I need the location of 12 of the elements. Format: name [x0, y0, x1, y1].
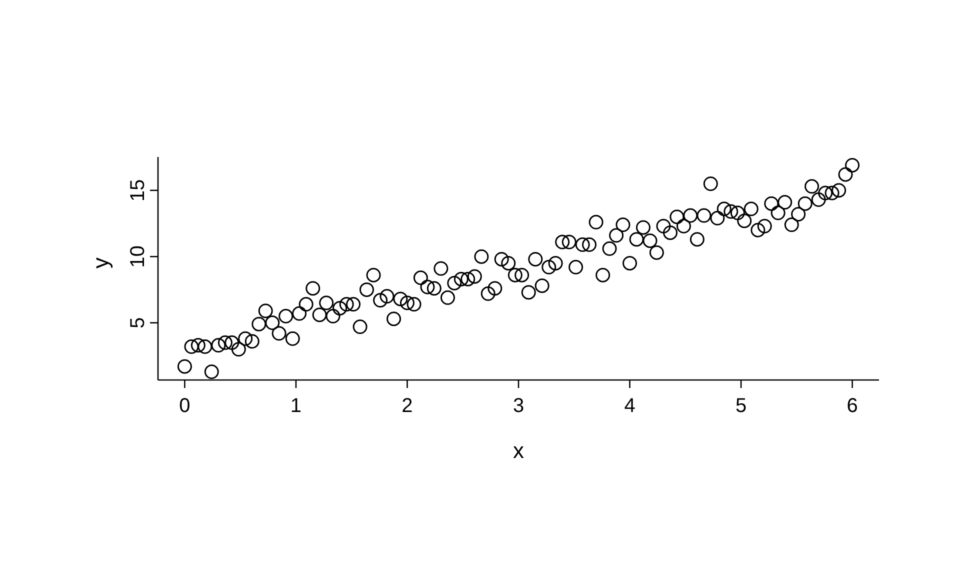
- x-tick-label: 1: [290, 395, 302, 418]
- x-tick-label: 4: [624, 395, 636, 418]
- x-tick-label: 0: [179, 395, 190, 418]
- x-axis-title: x: [513, 438, 524, 463]
- x-tick-label: 3: [512, 395, 524, 418]
- y-axis-title: y: [88, 258, 113, 268]
- x-tick-label: 2: [402, 395, 413, 418]
- x-tick-label: 6: [846, 395, 858, 418]
- y-tick-label: 5: [127, 317, 149, 328]
- x-tick-label: 5: [735, 395, 747, 418]
- y-tick-label: 15: [127, 179, 149, 202]
- y-tick-label: 10: [127, 245, 149, 268]
